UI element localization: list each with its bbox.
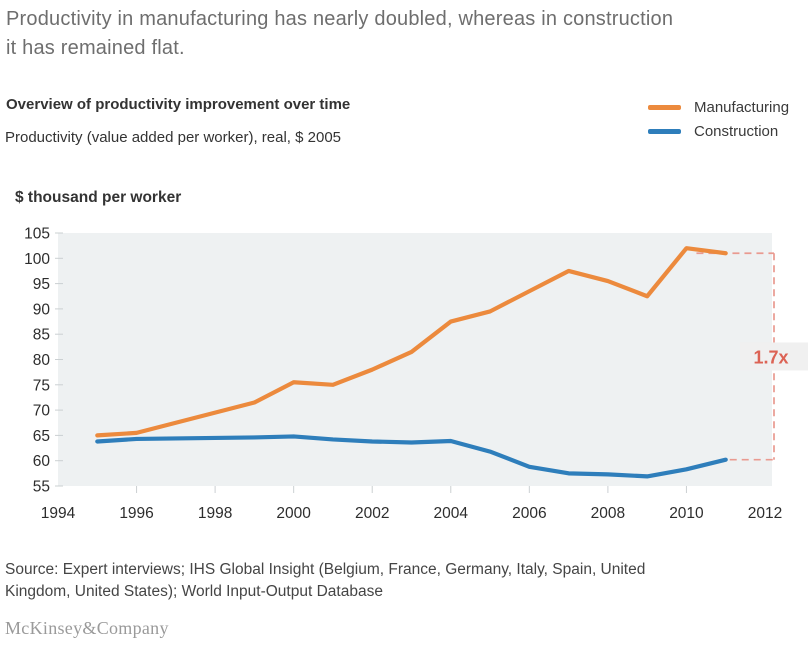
y-tick-label: 105 <box>24 226 50 243</box>
x-tick-label: 2012 <box>748 505 782 522</box>
legend-item-manufacturing: Manufacturing <box>648 98 789 117</box>
manufacturing-line <box>95 246 728 438</box>
chart-title: Overview of productivity improvement ove… <box>6 96 351 113</box>
legend-label: Construction <box>694 123 779 140</box>
x-tick-label: 2000 <box>276 505 311 522</box>
y-tick-label: 55 <box>33 479 50 496</box>
chart-subtitle: Productivity (value added per worker), r… <box>5 129 342 146</box>
y-tick-label: 85 <box>33 327 50 344</box>
y-tick-label: 100 <box>24 251 50 268</box>
x-tick-label: 1998 <box>198 505 232 522</box>
x-tick-label: 2006 <box>512 505 546 522</box>
y-tick-label: 60 <box>33 453 51 470</box>
x-tick-label: 2008 <box>591 505 625 522</box>
mckinsey-logo: McKinsey&Company <box>5 618 169 638</box>
ratio-annotation: 1.7x <box>753 347 788 367</box>
y-tick-label: 90 <box>33 301 51 318</box>
x-tick-label: 2010 <box>669 505 704 522</box>
construction-line-swatch-icon <box>648 129 681 134</box>
y-tick-label: 70 <box>33 403 51 420</box>
y-tick-label: 80 <box>33 352 51 369</box>
x-tick-label: 2004 <box>434 505 469 522</box>
y-tick-label: 75 <box>33 377 50 394</box>
legend-label: Manufacturing <box>694 99 790 116</box>
x-tick-label: 1996 <box>119 505 153 522</box>
plot-area <box>58 233 772 486</box>
y-axis-title: $ thousand per worker <box>15 189 182 206</box>
construction-line <box>95 434 728 479</box>
legend-item-construction: Construction <box>648 122 789 141</box>
x-tick-label: 1994 <box>41 505 76 522</box>
annotation-box <box>740 342 808 371</box>
x-tick-label: 2002 <box>355 505 389 522</box>
line-chart: 55 60 65 70 75 80 85 90 95 100 105 1994 1996 1998 2000… <box>24 226 808 522</box>
source-note: Source: Expert interviews; IHS Global In… <box>5 561 646 600</box>
page-title: Productivity in manufacturing has nearly… <box>6 8 674 59</box>
y-tick-label: 95 <box>33 276 50 293</box>
legend: Manufacturing Construction <box>648 98 789 141</box>
manufacturing-line-swatch-icon <box>648 105 681 110</box>
y-tick-label: 65 <box>33 428 50 445</box>
